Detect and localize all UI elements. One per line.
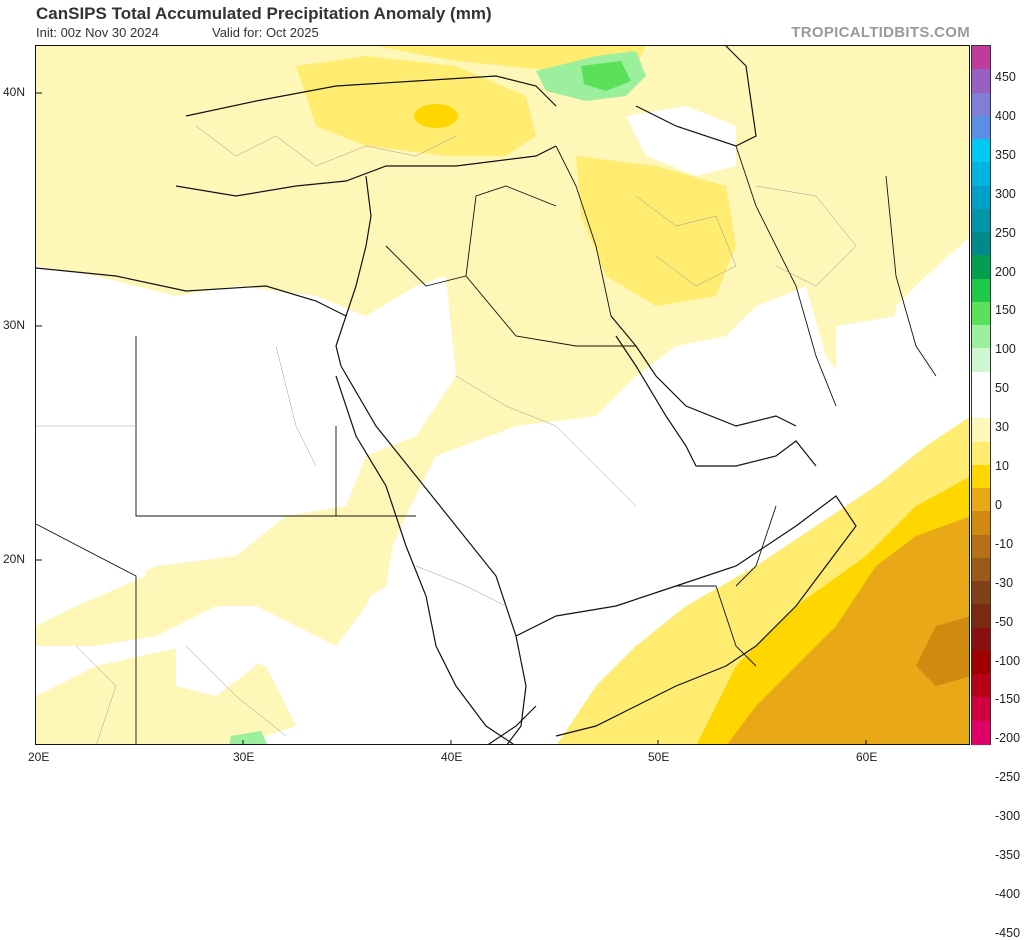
- colorbar-segment: [972, 488, 990, 513]
- site-brand: TROPICALTIDBITS.COM: [791, 24, 970, 41]
- colorbar-segment: [972, 464, 990, 489]
- colorbar-label: -250: [995, 770, 1021, 785]
- colorbar-label: -50: [995, 614, 1014, 629]
- colorbar-segment: [972, 557, 990, 582]
- lon-label-50e: 50E: [648, 750, 670, 764]
- colorbar-segment: [972, 348, 990, 373]
- colorbar-label: -10: [995, 536, 1014, 551]
- colorbar-segment: [972, 720, 990, 745]
- colorbar-label: 30: [995, 420, 1009, 435]
- colorbar-label: -450: [995, 925, 1021, 940]
- colorbar-segment: [972, 92, 990, 117]
- lat-label-30n: 30N: [3, 318, 26, 332]
- lon-label-30e: 30E: [233, 750, 255, 764]
- colorbar-segment: [972, 208, 990, 233]
- colorbar-segment: [972, 604, 990, 629]
- province-lines: [36, 125, 857, 744]
- colorbar-segment: [972, 115, 990, 140]
- anomaly-wet-fill: [229, 51, 646, 744]
- colorbar-label: 350: [995, 147, 1016, 162]
- colorbar-label: 50: [995, 381, 1009, 396]
- colorbar-label: 10: [995, 459, 1009, 473]
- colorbar-segment: [972, 627, 990, 652]
- colorbar-label: 150: [995, 303, 1016, 318]
- lon-label-60e: 60E: [856, 750, 878, 764]
- colorbar-segment: [972, 301, 990, 326]
- valid-time: Valid for: Oct 2025: [212, 25, 319, 40]
- anomaly-stronger-fill: [727, 516, 969, 744]
- colorbar-segment: [972, 441, 990, 466]
- colorbar-label: -150: [995, 692, 1021, 707]
- colorbar-label: -350: [995, 848, 1021, 862]
- colorbar-segment: [972, 162, 990, 187]
- colorbar-segment: [972, 418, 990, 443]
- colorbar-label: 0: [995, 497, 1002, 512]
- colorbar-segment: [972, 46, 990, 70]
- colorbar-label: 400: [995, 108, 1016, 123]
- colorbar-segment: [972, 371, 990, 396]
- colorbar: [971, 45, 991, 745]
- colorbar-segment: [972, 581, 990, 606]
- colorbar-label: 450: [995, 70, 1016, 84]
- near-zero-areas: [36, 106, 969, 696]
- lon-label-20e: 20E: [28, 750, 50, 764]
- init-time: Init: 00z Nov 30 2024: [36, 25, 159, 40]
- colorbar-segment: [972, 511, 990, 536]
- colorbar-segment: [972, 674, 990, 699]
- colorbar-label: -100: [995, 653, 1021, 668]
- colorbar-segment: [972, 278, 990, 303]
- colorbar-label: 100: [995, 342, 1016, 357]
- colorbar-segment: [972, 534, 990, 559]
- colorbar-label: 250: [995, 225, 1016, 240]
- colorbar-label: -400: [995, 886, 1021, 901]
- colorbar-segment: [972, 325, 990, 350]
- frame-ticks: [36, 92, 867, 744]
- colorbar-segment: [972, 232, 990, 257]
- colorbar-label: -200: [995, 731, 1021, 746]
- lat-label-20n: 20N: [3, 552, 26, 566]
- colorbar-label: 300: [995, 186, 1016, 201]
- colorbar-segment: [972, 650, 990, 675]
- colorbar-segment: [972, 139, 990, 164]
- map-svg: [36, 46, 969, 744]
- colorbar-segment: [972, 185, 990, 210]
- lat-label-40n: 40N: [3, 85, 26, 99]
- chart-title: CanSIPS Total Accumulated Precipitation …: [36, 4, 492, 23]
- lon-label-40e: 40E: [441, 750, 463, 764]
- colorbar-segment: [972, 395, 990, 419]
- colorbar-label: -300: [995, 809, 1021, 824]
- colorbar-label: -30: [995, 575, 1014, 590]
- country-borders: [36, 145, 937, 744]
- colorbar-segment: [972, 697, 990, 722]
- colorbar-segment: [972, 69, 990, 94]
- anomaly-strongest-fill: [916, 616, 969, 686]
- precipitation-map: [35, 45, 970, 745]
- colorbar-label: 200: [995, 264, 1016, 279]
- colorbar-segment: [972, 255, 990, 280]
